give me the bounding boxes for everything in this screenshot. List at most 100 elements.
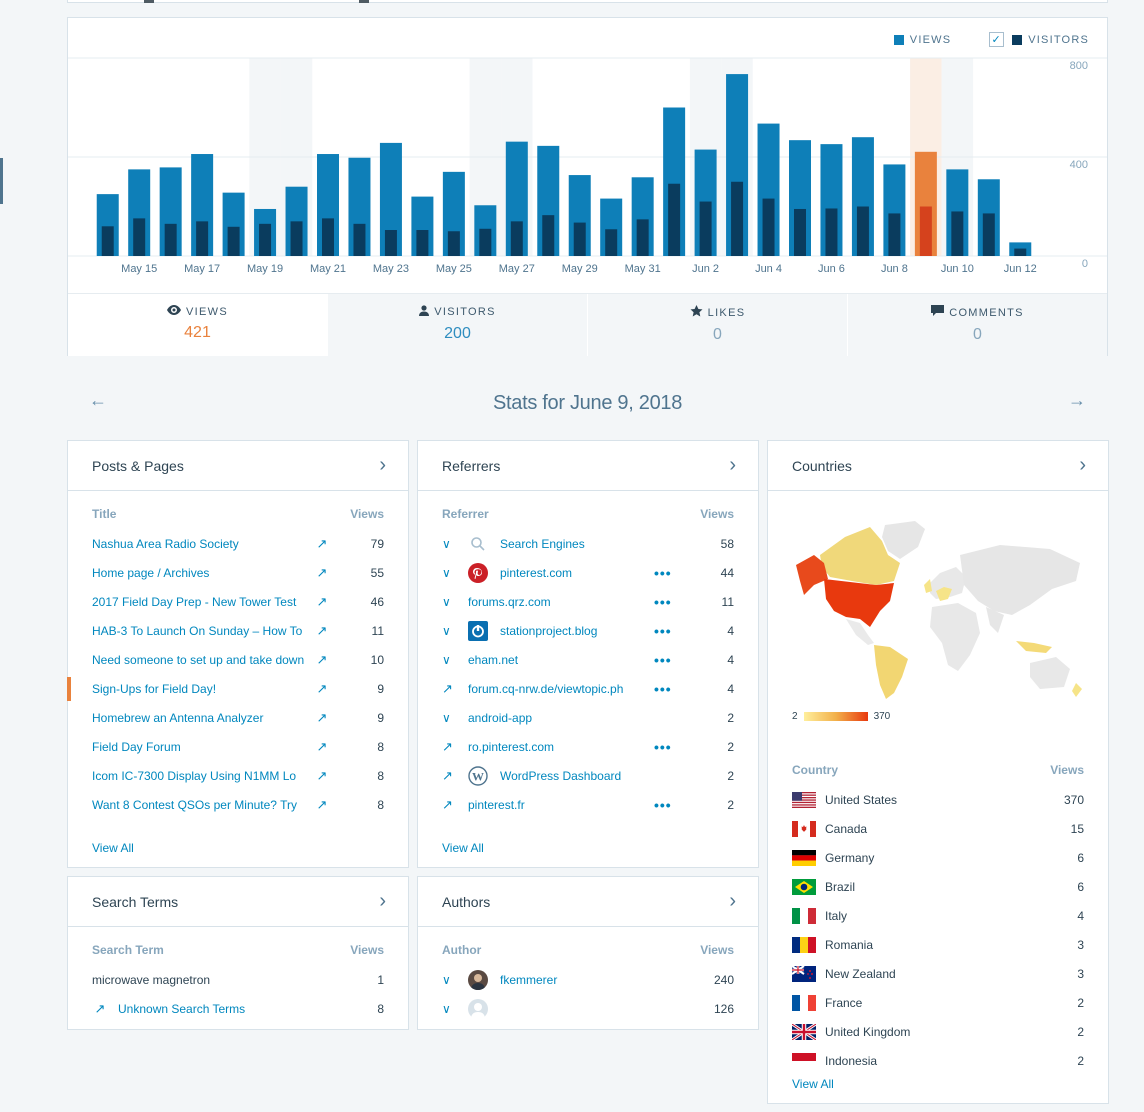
chevron-down-icon[interactable]: ∨ — [442, 1001, 451, 1016]
module-header[interactable]: Referrers › — [418, 441, 758, 491]
external-link-icon[interactable]: ↗ — [316, 680, 328, 696]
tab-likes[interactable]: LIKES 0 — [588, 294, 848, 356]
referrer-link[interactable]: ro.pinterest.com — [468, 739, 555, 754]
post-title-link[interactable]: Field Day Forum — [92, 739, 181, 754]
table-row[interactable]: 2017 Field Day Prep - New Tower Test ↗ 46 — [92, 587, 384, 616]
external-link-icon[interactable]: ↗ — [316, 593, 328, 609]
post-title-link[interactable]: Want 8 Contest QSOs per Minute? Try — [92, 797, 297, 812]
referrer-link[interactable]: pinterest.fr — [468, 797, 525, 812]
more-actions-icon[interactable]: ••• — [654, 593, 672, 610]
tab-comments[interactable]: COMMENTS 0 — [848, 294, 1107, 356]
referrer-link[interactable]: eham.net — [468, 652, 519, 667]
table-row[interactable]: ↗ pinterest.fr ••• 2 — [442, 790, 734, 819]
author-name[interactable]: fkemmerer — [500, 972, 558, 987]
referrer-link[interactable]: forum.cq-nrw.de/viewtopic.ph — [468, 681, 624, 696]
table-row[interactable]: ∨ pinterest.com ••• 44 — [442, 558, 734, 587]
nz-flag-icon — [791, 964, 816, 982]
table-row[interactable]: ↗ W WordPress Dashboard 2 — [442, 761, 734, 790]
table-row[interactable]: ∨ Search Engines 58 — [442, 529, 734, 558]
external-link-icon[interactable]: ↗ — [316, 738, 328, 754]
chevron-right-icon[interactable]: › — [1079, 454, 1086, 476]
external-link-icon[interactable]: ↗ — [442, 796, 453, 812]
visitors-bar — [322, 218, 334, 256]
table-row[interactable]: Icom IC-7300 Display Using N1MM Lo ↗ 8 — [92, 761, 384, 790]
module-header[interactable]: Countries › — [768, 441, 1108, 491]
external-link-icon[interactable]: ↗ — [442, 767, 453, 783]
external-link-icon[interactable]: ↗ — [316, 651, 328, 667]
table-row[interactable]: ∨ stationproject.blog ••• 4 — [442, 616, 734, 645]
legend-visitors[interactable]: ✓ VISITORS — [989, 32, 1089, 47]
more-actions-icon[interactable]: ••• — [654, 564, 672, 581]
external-link-icon[interactable]: ↗ — [316, 709, 328, 725]
search-term-label[interactable]: Unknown Search Terms — [118, 1001, 246, 1016]
table-row[interactable]: Field Day Forum ↗ 8 — [92, 732, 384, 761]
post-title-link[interactable]: Need someone to set up and take down — [92, 652, 305, 667]
table-row[interactable]: Sign-Ups for Field Day! ↗ 9 — [67, 674, 384, 703]
chevron-down-icon[interactable]: ∨ — [442, 972, 451, 987]
external-link-icon[interactable]: ↗ — [316, 767, 328, 783]
y-tick-label: 400 — [1070, 159, 1088, 171]
view-all-link[interactable]: View All — [92, 841, 134, 855]
view-all-link[interactable]: View All — [442, 841, 484, 855]
referrer-link[interactable]: pinterest.com — [500, 565, 573, 580]
table-row[interactable]: HAB-3 To Launch On Sunday – How To ↗ 11 — [92, 616, 384, 645]
post-title-link[interactable]: Home page / Archives — [92, 565, 210, 580]
post-title-link[interactable]: Icom IC-7300 Display Using N1MM Lo — [92, 768, 297, 783]
visitors-checkbox[interactable]: ✓ — [989, 32, 1005, 47]
previous-day-arrow-icon[interactable]: ← — [89, 390, 107, 410]
chevron-down-icon[interactable]: ∨ — [442, 652, 451, 667]
list-item[interactable]: ∨ fkemmerer 240 — [442, 965, 734, 994]
referrer-link[interactable]: forums.qrz.com — [468, 594, 551, 609]
chevron-down-icon[interactable]: ∨ — [442, 536, 451, 551]
view-all-link[interactable]: View All — [792, 1077, 834, 1091]
module-header[interactable]: Authors › — [418, 877, 758, 927]
table-row[interactable]: ∨ eham.net ••• 4 — [442, 645, 734, 674]
more-actions-icon[interactable]: ••• — [654, 622, 672, 639]
referrer-link[interactable]: WordPress Dashboard — [500, 768, 622, 783]
module-header[interactable]: Posts & Pages › — [68, 441, 408, 491]
external-link-icon[interactable]: ↗ — [316, 622, 328, 638]
table-row[interactable]: Need someone to set up and take down ↗ 10 — [92, 645, 384, 674]
more-actions-icon[interactable]: ••• — [654, 738, 672, 755]
referrer-link[interactable]: stationproject.blog — [500, 623, 598, 638]
post-title-link[interactable]: HAB-3 To Launch On Sunday – How To — [92, 623, 303, 638]
referrer-link[interactable]: android-app — [468, 710, 533, 725]
chevron-right-icon[interactable]: › — [379, 890, 386, 912]
post-title-link[interactable]: 2017 Field Day Prep - New Tower Test — [92, 594, 297, 609]
external-link-icon[interactable]: ↗ — [94, 1000, 106, 1016]
table-row[interactable]: ∨ android-app 2 — [442, 703, 734, 732]
table-row[interactable]: Home page / Archives ↗ 55 — [92, 558, 384, 587]
more-actions-icon[interactable]: ••• — [654, 680, 672, 697]
table-row[interactable]: Nashua Area Radio Society ↗ 79 — [92, 529, 384, 558]
table-row[interactable]: ↗ forum.cq-nrw.de/viewtopic.ph ••• 4 — [442, 674, 734, 703]
more-actions-icon[interactable]: ••• — [654, 651, 672, 668]
external-link-icon[interactable]: ↗ — [442, 738, 453, 754]
list-item[interactable]: ∨ 126 — [442, 994, 734, 1023]
external-link-icon[interactable]: ↗ — [316, 564, 328, 580]
x-tick-label: Jun 4 — [755, 263, 782, 275]
chevron-down-icon[interactable]: ∨ — [442, 594, 451, 609]
referrer-link[interactable]: Search Engines — [500, 536, 585, 551]
table-row[interactable]: ∨ forums.qrz.com ••• 11 — [442, 587, 734, 616]
chevron-right-icon[interactable]: › — [729, 454, 736, 476]
tab-views[interactable]: VIEWS 421 — [68, 294, 328, 356]
post-title-link[interactable]: Sign-Ups for Field Day! — [92, 681, 217, 696]
chevron-right-icon[interactable]: › — [379, 454, 386, 476]
table-row[interactable]: Want 8 Contest QSOs per Minute? Try ↗ 8 — [92, 790, 384, 819]
post-title-link[interactable]: Homebrew an Antenna Analyzer — [92, 710, 264, 725]
external-link-icon[interactable]: ↗ — [316, 796, 328, 812]
external-link-icon[interactable]: ↗ — [316, 535, 328, 551]
tab-visitors[interactable]: VISITORS 200 — [328, 294, 588, 356]
next-day-arrow-icon[interactable]: → — [1068, 390, 1086, 410]
list-item[interactable]: ↗ Unknown Search Terms 8 — [92, 994, 384, 1023]
chevron-down-icon[interactable]: ∨ — [442, 710, 451, 725]
post-title-link[interactable]: Nashua Area Radio Society — [92, 536, 239, 551]
chevron-right-icon[interactable]: › — [729, 890, 736, 912]
table-row[interactable]: Homebrew an Antenna Analyzer ↗ 9 — [92, 703, 384, 732]
module-header[interactable]: Search Terms › — [68, 877, 408, 927]
more-actions-icon[interactable]: ••• — [654, 796, 672, 813]
table-row[interactable]: ↗ ro.pinterest.com ••• 2 — [442, 732, 734, 761]
chevron-down-icon[interactable]: ∨ — [442, 623, 451, 638]
chevron-down-icon[interactable]: ∨ — [442, 565, 451, 580]
external-link-icon[interactable]: ↗ — [442, 680, 453, 696]
